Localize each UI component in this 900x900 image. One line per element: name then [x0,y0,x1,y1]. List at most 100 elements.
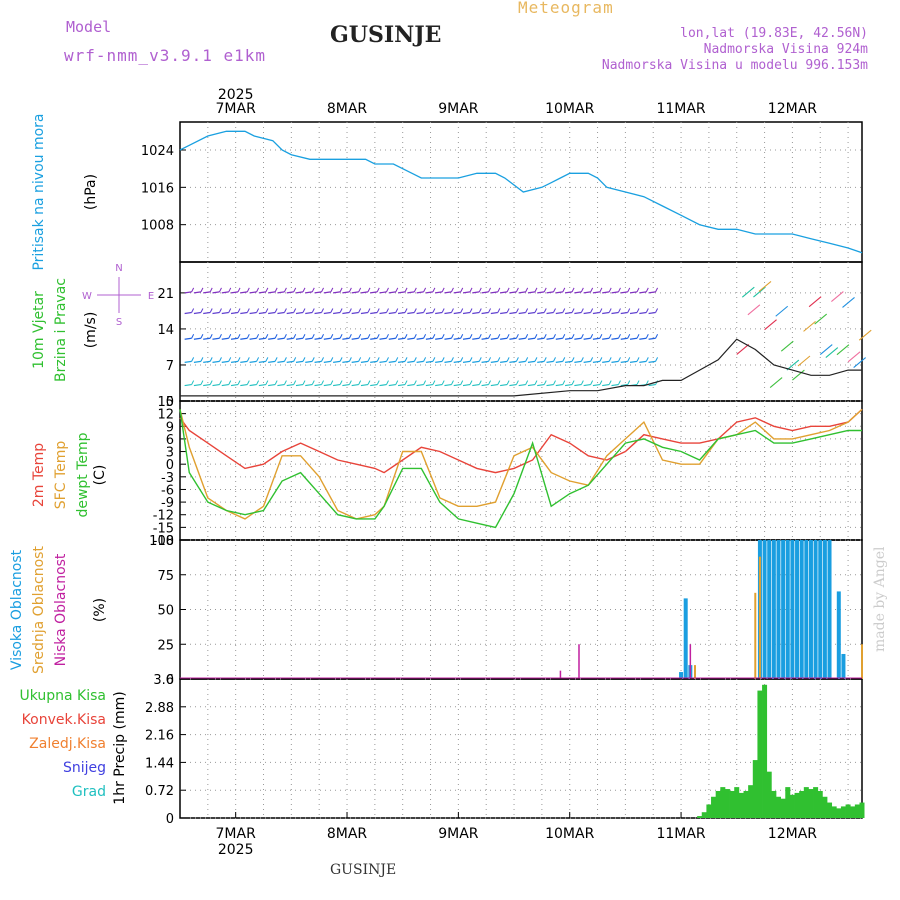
wind-barb [201,357,203,361]
pressure-frame [180,122,862,262]
temperature-ytick-label: 15 [157,395,174,410]
bottom-day-label: 11MAR [656,826,705,842]
temp-line-2 [180,409,862,527]
wind-barb [581,357,583,361]
wind-barb [247,308,249,312]
cloud-bar [814,540,818,679]
wind-barb [247,288,249,292]
wind-barb [268,361,275,362]
wind-barb [526,334,528,338]
wind-barb [287,361,294,362]
wind-barb [370,338,377,339]
wind-barb [621,312,628,313]
wind-barb [565,312,572,313]
wind-barb [287,385,294,386]
wind-barb [275,357,277,361]
cloud-bar [694,665,696,679]
wind-barb [547,292,554,293]
wind-barb [848,352,860,362]
wind-barb [454,338,461,339]
wind-barb [294,357,296,361]
wind-barb [470,308,472,312]
dewpt-ylabel: dewpt Temp [75,432,91,517]
wind-barb [342,312,349,313]
wind-barb [368,308,370,312]
temp-line-0 [180,409,862,472]
wind-barb [238,357,240,361]
wind-barb [238,381,240,385]
wind-barb [342,292,349,293]
wind-barb [859,330,871,340]
wind-barb [386,308,388,312]
wind-barb [656,334,658,338]
wind-barb [359,308,361,312]
wind-barb [229,334,231,338]
wind-barb [491,312,498,313]
wind-barb [639,338,646,339]
wind-barb [259,385,266,386]
wind-barb [544,308,546,312]
wind-barb [609,334,611,338]
wind-barb [798,356,810,366]
wind-barb [537,385,544,386]
wind-barb [526,381,528,385]
precip-bar [836,808,841,818]
wind-barb [284,357,286,361]
wind-barb [257,381,259,385]
niska-ylabel: Niska Oblacnost [53,553,69,666]
wind-barb [639,361,646,362]
wind-barb [618,288,620,292]
wind-barb [470,334,472,338]
wind-barb [572,288,574,292]
wind-barb [259,292,266,293]
wind-barb [340,334,342,338]
wind-barb [463,361,470,362]
wind-barb [212,312,219,313]
wind-barb [229,288,231,292]
compass-s: S [116,317,122,328]
wind-barb [333,312,340,313]
wind-barb [776,306,788,316]
wind-barb [377,334,379,338]
wind-barb [185,385,192,386]
wind-barb [461,334,463,338]
wind-barb [312,357,314,361]
precip-bar [725,789,730,818]
wind-barb [268,292,275,293]
wind-barb [377,288,379,292]
wind-barb [451,357,453,361]
cloud-bar [861,644,863,679]
wind-barb [296,385,303,386]
wind-barb [602,385,609,386]
wind-barb [266,288,268,292]
wind-barb [331,334,333,338]
wind-barb [649,292,656,293]
wind-barb [742,287,754,297]
wind-barb [203,292,210,293]
wind-barb [342,361,349,362]
wind-barb [386,334,388,338]
wind-barb [303,334,305,338]
precip-bar [739,793,744,818]
wind-barb [584,385,591,386]
wind-barb [407,312,414,313]
precip-bar [841,806,846,818]
wind-barb [628,381,630,385]
wind-barb [584,361,591,362]
wind-barb [565,361,572,362]
wind-barb [259,312,266,313]
wind-barb [500,361,507,362]
cloud-bar [818,540,822,679]
wind-barb [359,288,361,292]
wind-barb [405,308,407,312]
wind-barb [472,292,479,293]
wind-barb [507,381,509,385]
wind-barb [277,361,284,362]
wind-barb [602,361,609,362]
wind-barb [556,292,563,293]
wind-barb [451,288,453,292]
wind-barb [537,312,544,313]
wind-barb [482,338,489,339]
wind-barb [266,381,268,385]
wind-barb [417,385,424,386]
